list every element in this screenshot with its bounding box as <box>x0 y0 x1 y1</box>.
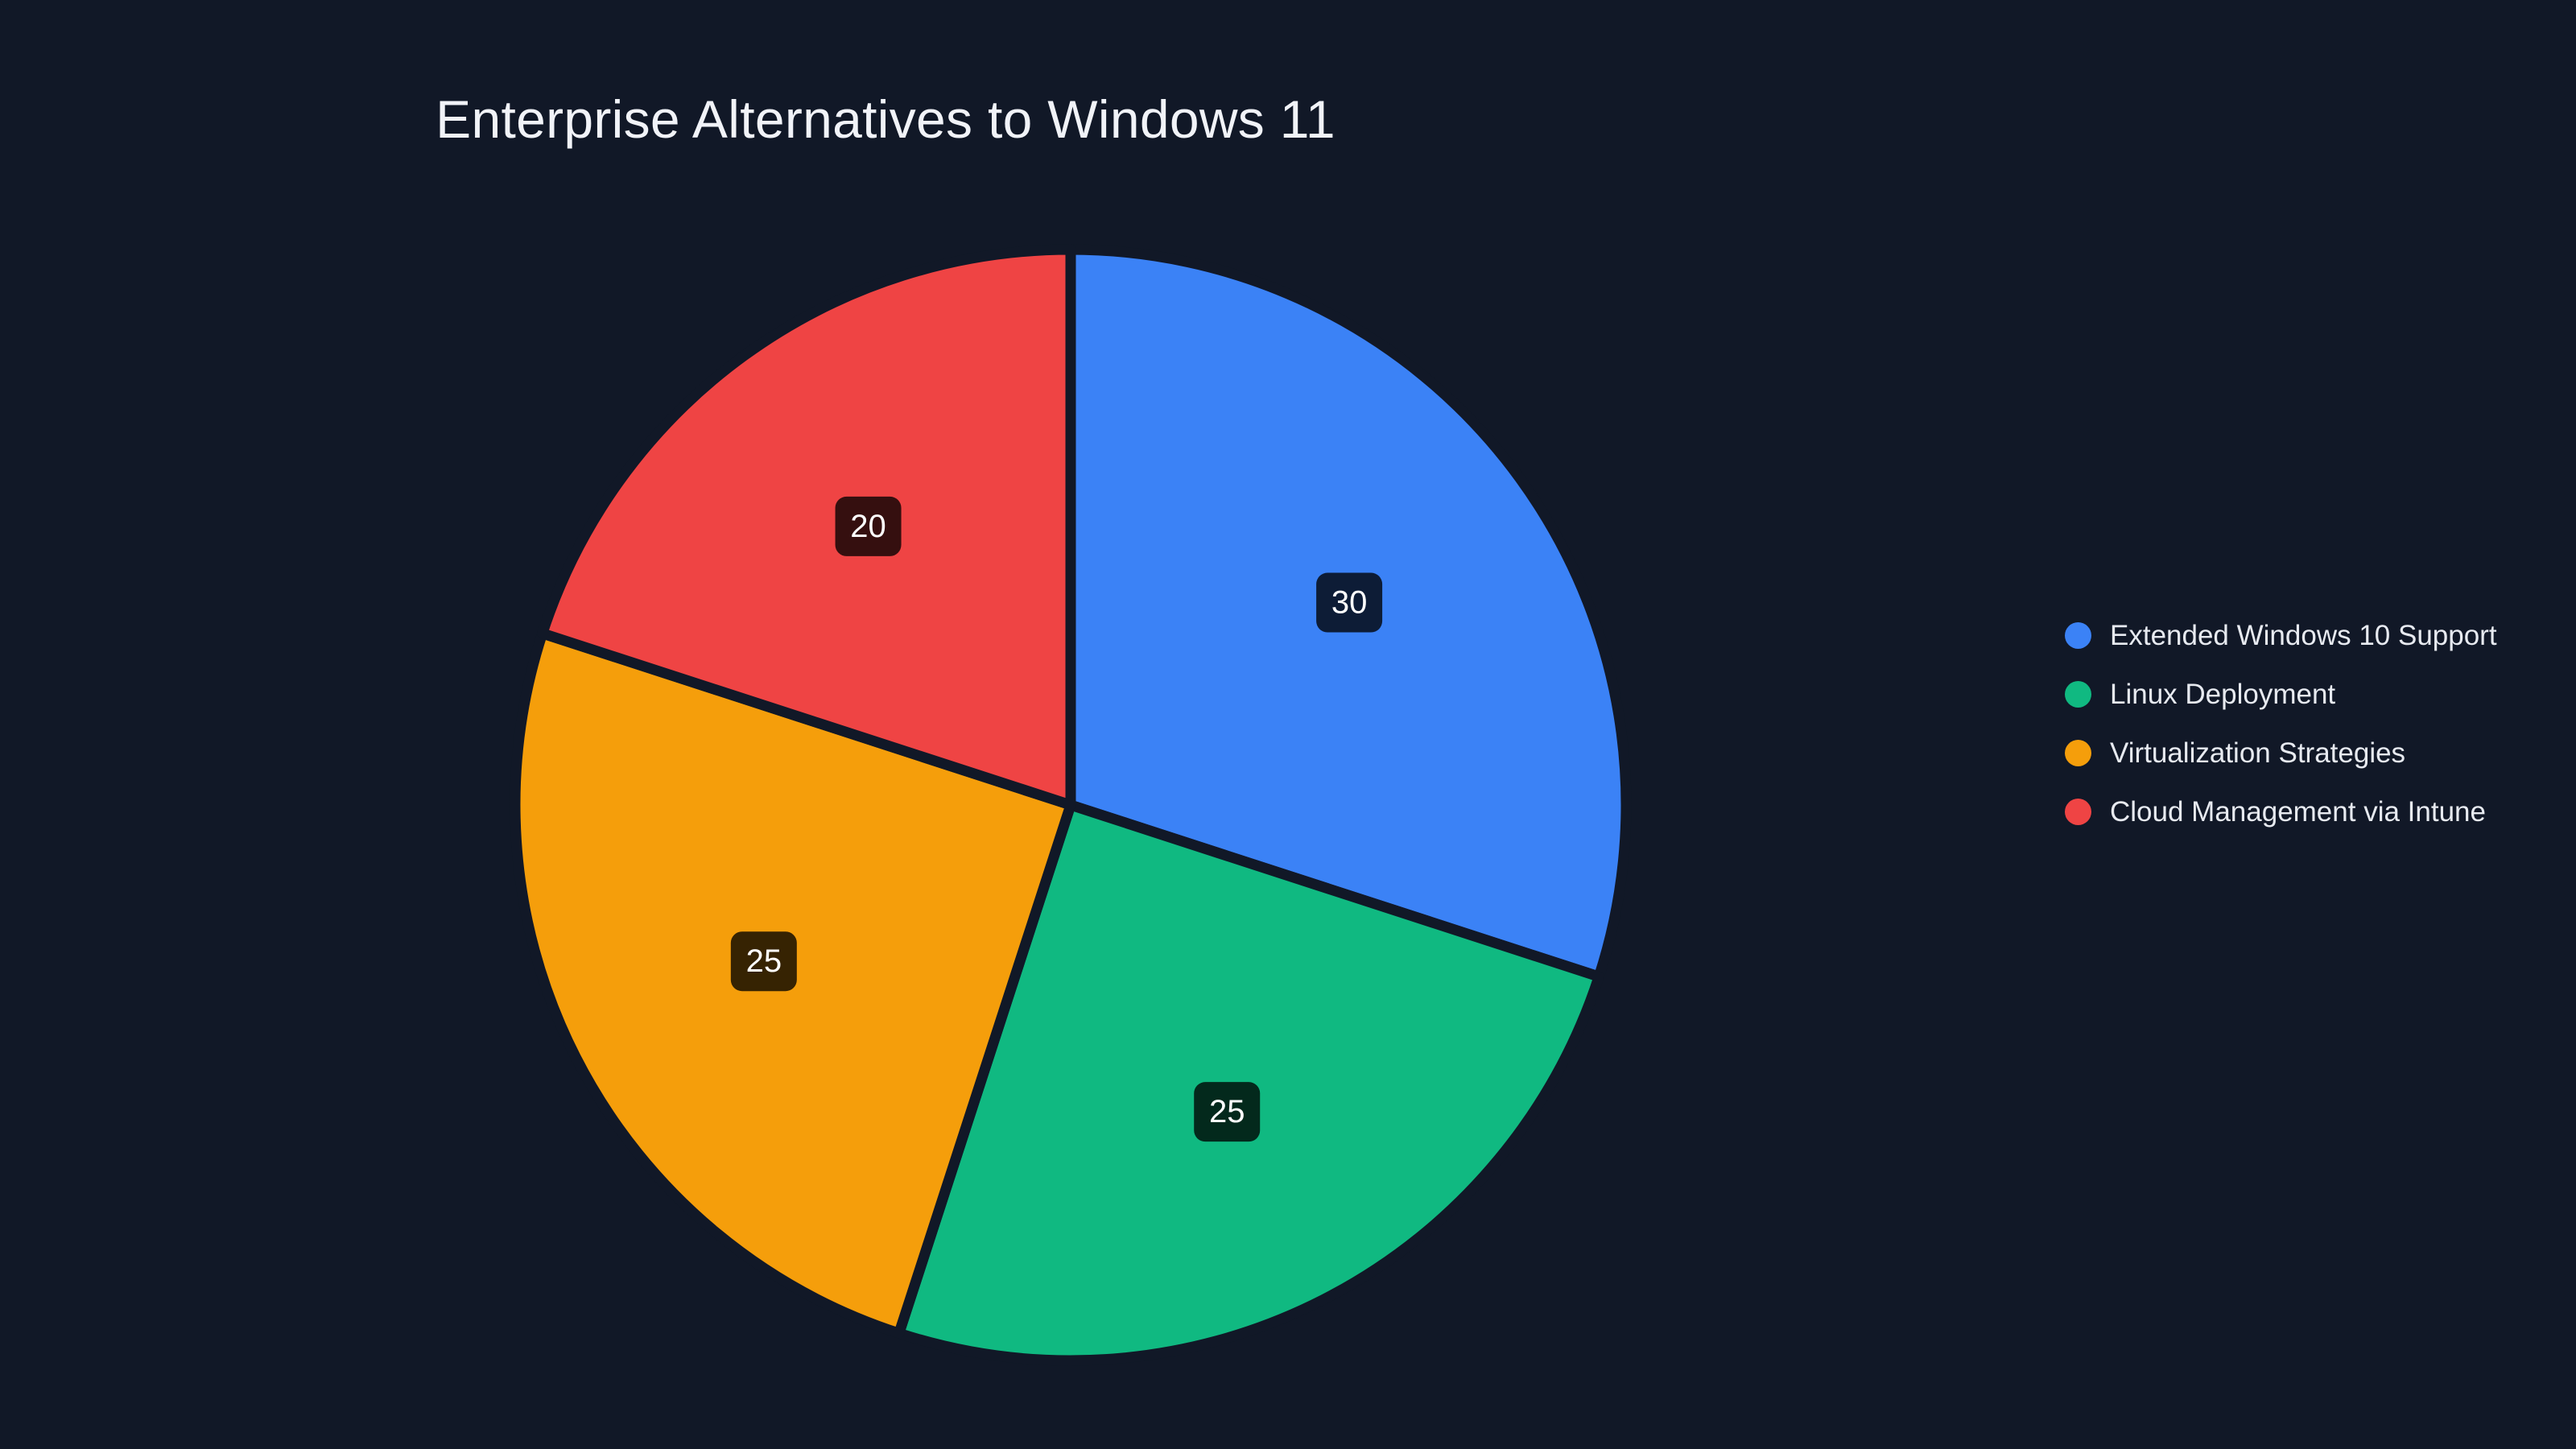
legend-item-label: Virtualization Strategies <box>2110 737 2406 769</box>
pie-slice-label: 30 <box>1316 572 1383 633</box>
pie-slices <box>510 244 1632 1366</box>
page-title: Enterprise Alternatives to Windows 11 <box>436 89 1335 149</box>
legend-item-label: Linux Deployment <box>2110 678 2336 710</box>
pie-chart: 30 25 25 20 <box>510 244 1632 1366</box>
pie-slice-label-value: 20 <box>850 509 886 544</box>
legend-item[interactable]: Extended Windows 10 Support <box>2065 616 2497 654</box>
pie-slice-label-background <box>730 931 797 992</box>
legend-color-swatch-icon <box>2065 621 2091 649</box>
legend-item[interactable]: Cloud Management via Intune <box>2065 792 2497 831</box>
pie-slice[interactable] <box>537 244 1076 811</box>
legend-item-label: Extended Windows 10 Support <box>2110 619 2497 651</box>
pie-slice-label-value: 25 <box>746 943 782 979</box>
legend-color-swatch-icon <box>2065 798 2091 825</box>
pie-slice-label: 25 <box>730 931 797 992</box>
pie-slice-label-value: 25 <box>1209 1094 1245 1129</box>
pie-slice-label-value: 30 <box>1331 585 1368 621</box>
pie-slice-label: 25 <box>1194 1082 1261 1142</box>
legend-color-swatch-icon <box>2065 680 2091 708</box>
legend-item[interactable]: Virtualization Strategies <box>2065 733 2497 772</box>
legend-item[interactable]: Linux Deployment <box>2065 675 2497 713</box>
pie-chart-svg: 30 25 25 20 <box>510 244 1632 1366</box>
pie-slice-label-background <box>835 496 902 556</box>
chart-legend: Extended Windows 10 Support Linux Deploym… <box>2065 616 2497 831</box>
legend-item-label: Cloud Management via Intune <box>2110 795 2486 828</box>
pie-slice-label-background <box>1194 1082 1261 1142</box>
pie-slice-label-background <box>1316 572 1383 633</box>
pie-slice-label: 20 <box>835 496 902 556</box>
legend-color-swatch-icon <box>2065 739 2091 766</box>
pie-data-labels: 30 25 25 20 <box>730 496 1383 1142</box>
